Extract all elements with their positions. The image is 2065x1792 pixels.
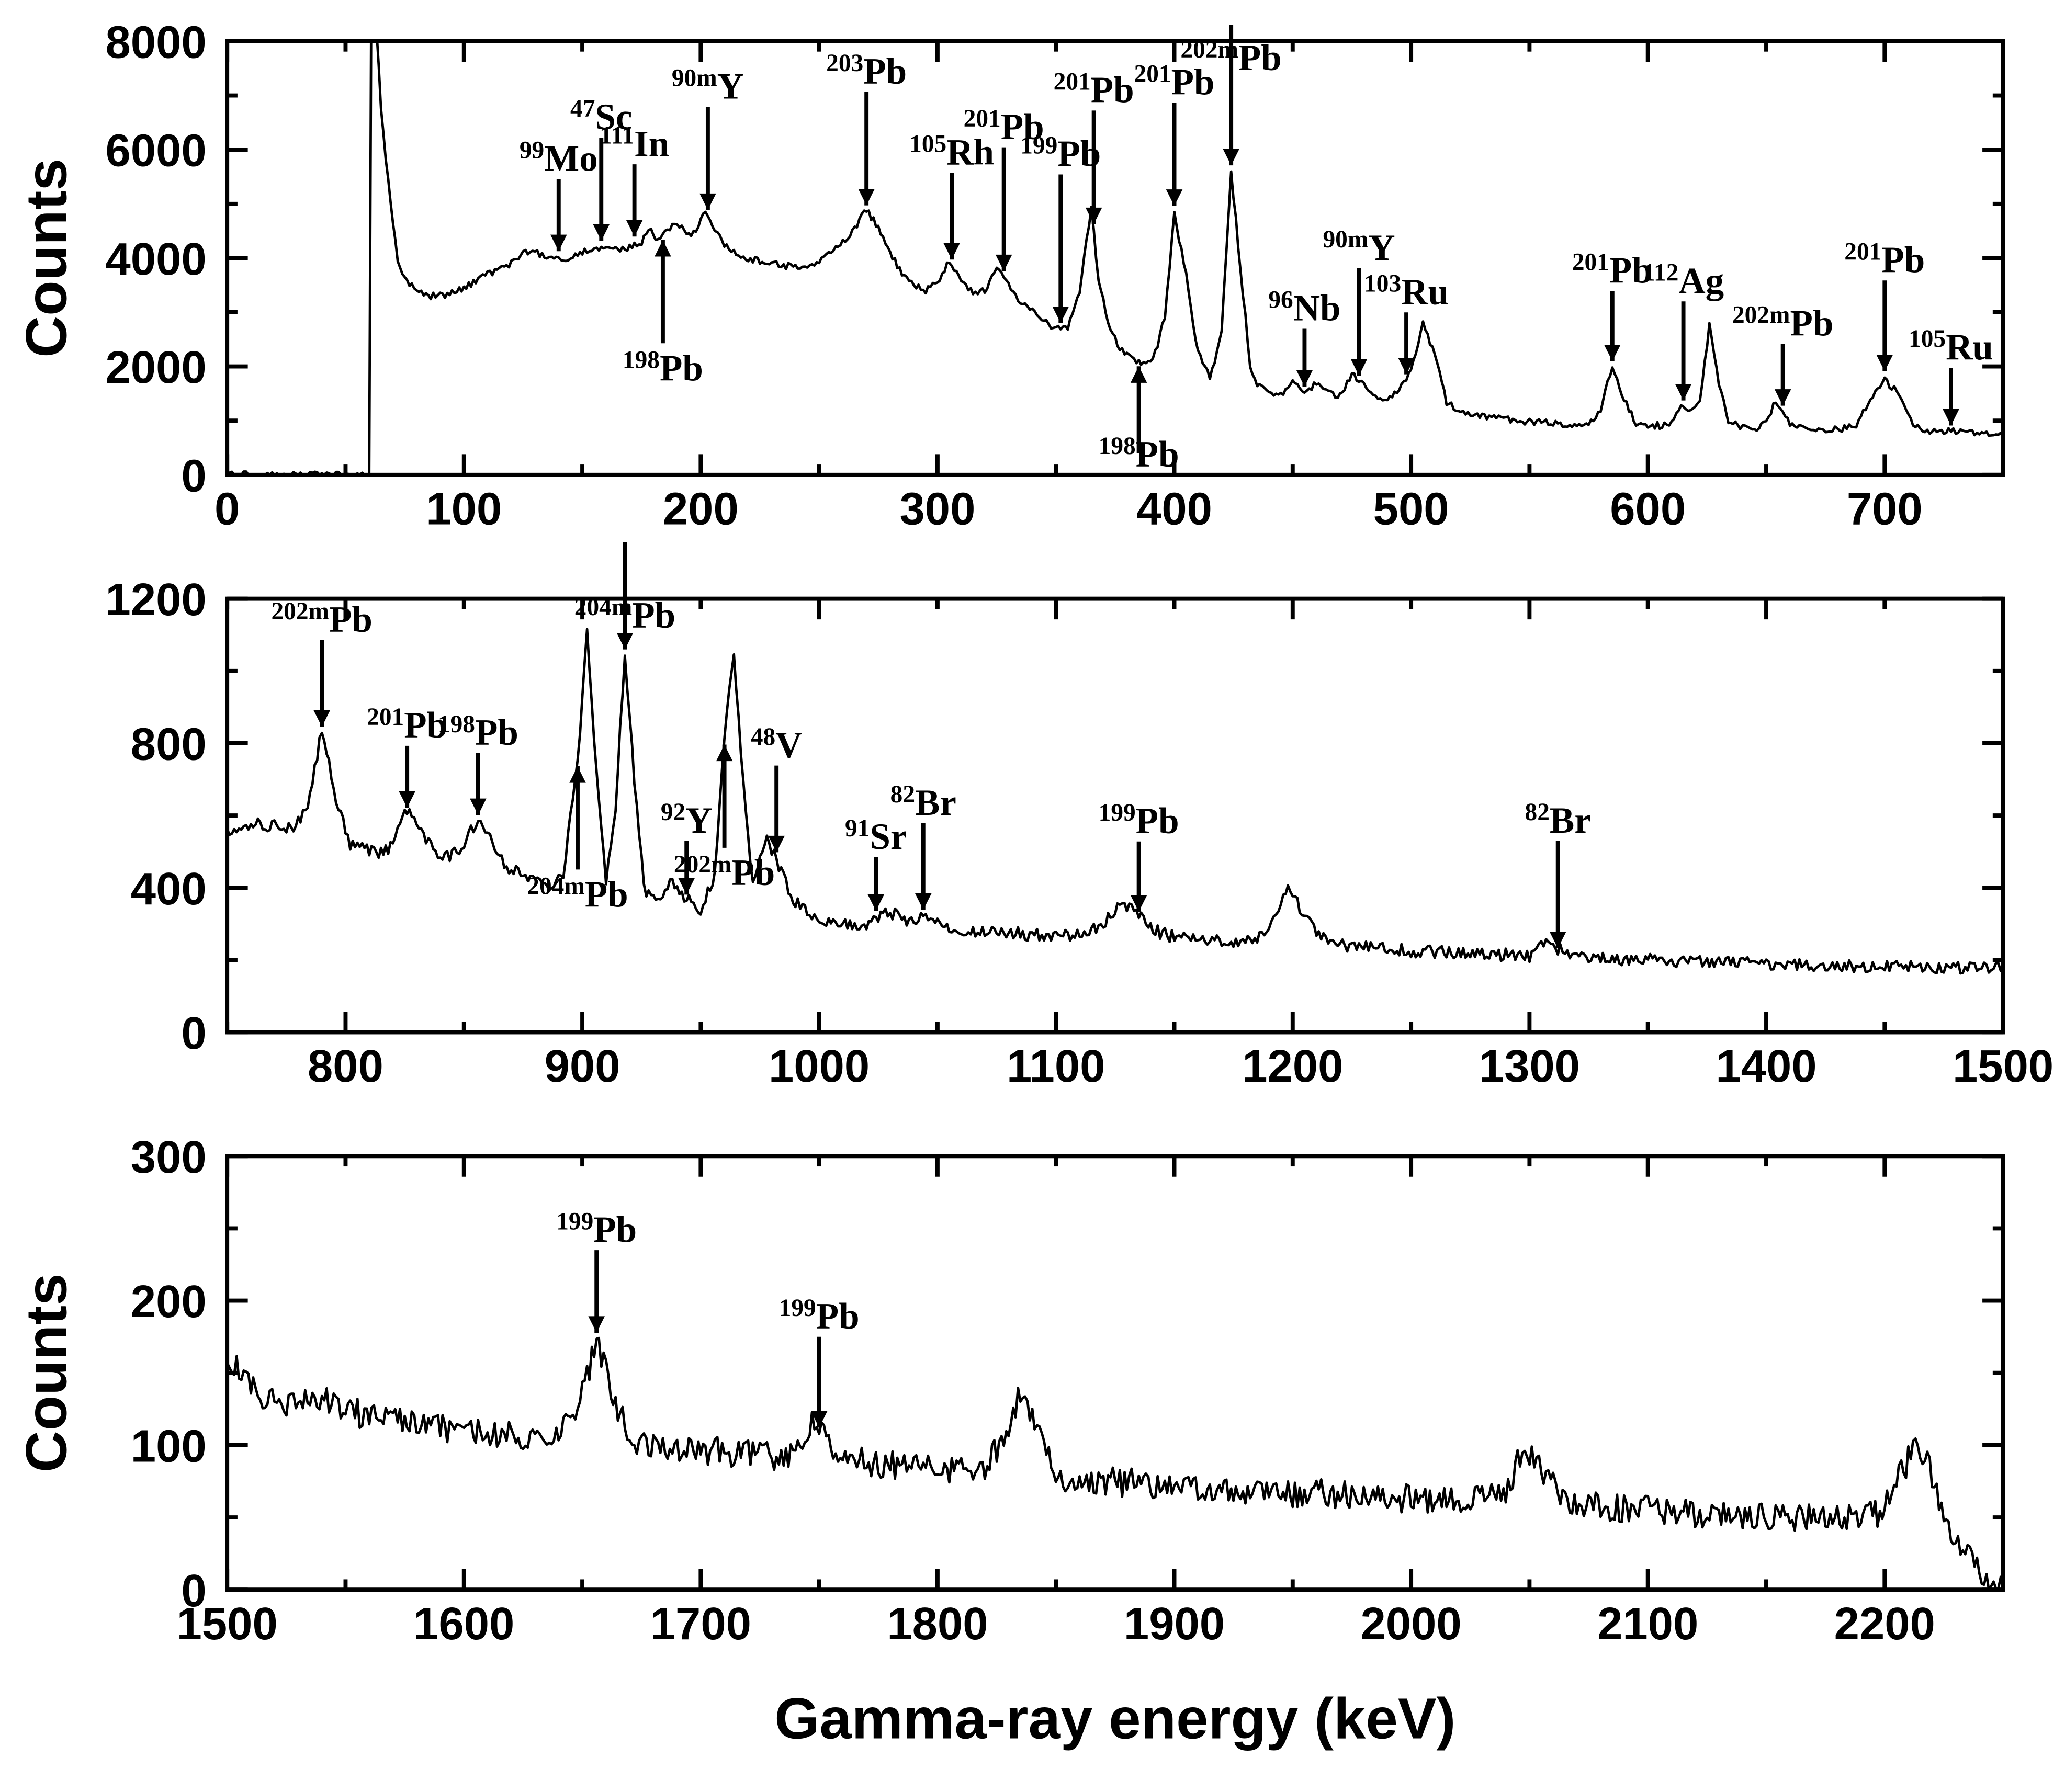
xtick-label: 200 xyxy=(663,484,739,535)
xtick-label: 1900 xyxy=(1124,1598,1225,1649)
figure-bg xyxy=(0,0,2065,1790)
ytick-label: 2000 xyxy=(106,342,207,393)
xtick-label: 2000 xyxy=(1361,1598,1462,1649)
xtick-label: 700 xyxy=(1847,484,1923,535)
gamma-spectrum-figure: 010020030040050060070002000400060008000C… xyxy=(0,0,2065,1790)
ytick-label: 200 xyxy=(131,1276,207,1327)
xtick-label: 900 xyxy=(545,1041,620,1092)
x-axis-title: Gamma-ray energy (keV) xyxy=(774,1686,1455,1751)
ytick-label: 100 xyxy=(131,1421,207,1471)
xtick-label: 400 xyxy=(1136,484,1212,535)
xtick-label: 1500 xyxy=(1953,1041,2053,1092)
xtick-label: 0 xyxy=(215,484,240,535)
xtick-label: 800 xyxy=(308,1041,383,1092)
xtick-label: 1100 xyxy=(1007,1041,1105,1092)
xtick-label: 100 xyxy=(426,484,502,535)
xtick-label: 1200 xyxy=(1242,1041,1343,1092)
xtick-label: 1800 xyxy=(887,1598,988,1649)
ytick-label: 0 xyxy=(181,1008,206,1059)
xtick-label: 1000 xyxy=(769,1041,870,1092)
xtick-label: 500 xyxy=(1373,484,1449,535)
xtick-label: 1400 xyxy=(1716,1041,1816,1092)
ytick-label: 8000 xyxy=(106,17,207,68)
ytick-label: 400 xyxy=(131,864,207,914)
ytick-label: 6000 xyxy=(106,126,207,176)
xtick-label: 2200 xyxy=(1834,1598,1935,1649)
y-axis-title: Counts xyxy=(14,1273,78,1472)
ytick-label: 300 xyxy=(131,1132,207,1183)
y-axis-title: Counts xyxy=(14,158,78,358)
ytick-label: 800 xyxy=(131,719,207,769)
xtick-label: 600 xyxy=(1610,484,1686,535)
xtick-label: 300 xyxy=(899,484,975,535)
ytick-label: 1200 xyxy=(106,574,207,625)
ytick-label: 0 xyxy=(181,450,206,501)
xtick-label: 1600 xyxy=(413,1598,514,1649)
xtick-label: 1700 xyxy=(650,1598,751,1649)
ytick-label: 0 xyxy=(181,1566,206,1616)
xtick-label: 1300 xyxy=(1479,1041,1580,1092)
xtick-label: 2100 xyxy=(1597,1598,1698,1649)
ytick-label: 4000 xyxy=(106,234,207,285)
